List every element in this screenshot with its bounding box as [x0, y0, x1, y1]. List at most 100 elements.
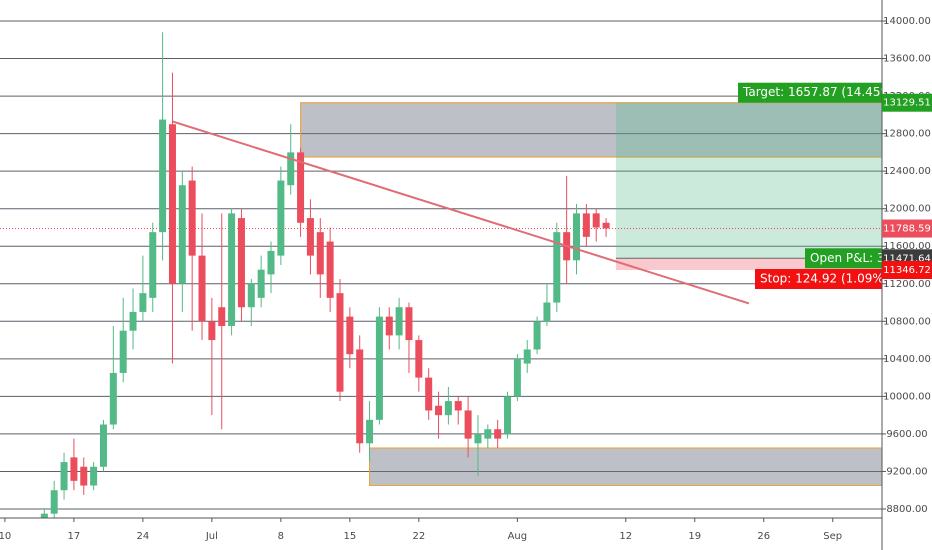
x-tick-label: 15 — [343, 531, 356, 542]
candle-body — [454, 401, 462, 411]
profit-zone — [615, 102, 882, 259]
y-tick-label: 14000.00 — [883, 16, 931, 27]
candle-body — [159, 119, 167, 233]
candle-body — [366, 419, 374, 444]
y-tick-label: 9200.00 — [886, 466, 927, 477]
y-tick-label: 12800.00 — [883, 129, 931, 140]
axes: 8800.009200.009600.0010000.0010400.00108… — [0, 16, 932, 542]
candle-body — [385, 316, 393, 336]
candle-body — [188, 180, 196, 256]
candle-body — [70, 457, 78, 481]
candle-body — [425, 377, 433, 411]
candle-body — [267, 250, 275, 275]
position-label-box — [805, 248, 882, 269]
candle-body — [533, 321, 541, 350]
x-tick-label: 24 — [137, 531, 150, 542]
candle-body — [139, 293, 147, 312]
candle-body — [50, 490, 58, 514]
candle-body — [80, 466, 88, 486]
y-tick-label: 11200.00 — [883, 279, 931, 290]
candle-body — [119, 330, 127, 373]
candle-body — [99, 424, 107, 467]
candle-body — [168, 124, 176, 284]
x-tick-label: 8 — [278, 531, 284, 542]
candle-body — [306, 218, 314, 256]
candle-body — [149, 232, 157, 298]
price-label: 11788.59 — [883, 224, 931, 235]
candle-body — [435, 405, 443, 416]
candle-body — [405, 307, 413, 341]
candle-body — [573, 213, 581, 261]
candle-body — [287, 152, 295, 186]
candle-body — [464, 410, 472, 439]
candle-body — [356, 349, 364, 444]
y-tick-label: 11600.00 — [883, 241, 931, 252]
y-tick-label: 10000.00 — [883, 391, 931, 402]
loss-zone — [615, 258, 882, 271]
candle-body — [494, 429, 502, 439]
y-tick-label: 10400.00 — [883, 354, 931, 365]
candle-body — [178, 185, 186, 284]
y-tick-label: 10800.00 — [883, 316, 931, 327]
y-tick-label: 12000.00 — [883, 204, 931, 215]
candle-body — [523, 349, 531, 364]
candle-body — [129, 311, 137, 331]
candle-body — [484, 429, 492, 439]
x-tick-label: 17 — [68, 531, 81, 542]
x-tick-label: 22 — [412, 531, 425, 542]
position-label: Open P&L: 316 — [810, 251, 900, 265]
candle-body — [582, 213, 590, 237]
candle-body — [316, 232, 324, 275]
candle-body — [257, 269, 265, 298]
candle-body — [444, 401, 452, 416]
candle-body — [513, 358, 521, 397]
candle-body — [228, 213, 236, 327]
y-tick-label: 13600.00 — [883, 54, 931, 65]
candle-body — [415, 340, 423, 378]
x-tick-label: Aug — [508, 531, 528, 542]
candle-body — [40, 513, 48, 518]
price-label-box — [882, 219, 932, 238]
price-label-box — [882, 93, 932, 112]
position-label-box — [755, 269, 882, 290]
candle-body — [346, 316, 354, 355]
x-tick-label: Jul — [205, 531, 218, 542]
candle-body — [109, 372, 117, 425]
plot-area: Target: 1657.87 (14.45%) 16 Open P&L: 316… — [0, 20, 916, 518]
price-label: 13129.51 — [883, 98, 931, 109]
candle-body — [336, 293, 344, 392]
x-tick-label: 10 — [0, 531, 11, 542]
candle-body — [218, 307, 226, 327]
candle-body — [375, 316, 383, 420]
zone — [300, 102, 882, 158]
x-tick-label: Sep — [823, 531, 842, 542]
candle-body — [602, 222, 610, 229]
candle-body — [395, 307, 403, 336]
candle-body — [198, 255, 206, 322]
position-label: Stop: 124.92 (1.09%) 12 — [760, 272, 908, 286]
candle-body — [297, 152, 305, 223]
candle-body — [247, 283, 255, 308]
y-tick-label: 9600.00 — [886, 429, 927, 440]
y-tick-label: 8800.00 — [886, 504, 927, 515]
position-label: Target: 1657.87 (14.45%) 16 — [742, 85, 916, 99]
y-tick-label: 12400.00 — [883, 166, 931, 177]
position-label-box — [738, 82, 882, 103]
zone — [369, 447, 882, 487]
candle-body — [543, 302, 551, 322]
price-label: 11346.72 — [883, 265, 931, 276]
candle-body — [504, 396, 512, 434]
candle-body — [592, 213, 600, 228]
x-tick-label: 26 — [757, 531, 770, 542]
candle-body — [208, 321, 216, 341]
trendline — [172, 120, 750, 305]
candle-body — [90, 466, 98, 486]
candle-body — [60, 462, 68, 491]
candle-body — [277, 180, 285, 256]
candle-body — [474, 433, 482, 444]
price-label: 11471.64 — [883, 253, 931, 264]
price-label-box — [882, 261, 932, 280]
candle-body — [553, 232, 561, 303]
x-tick-label: 19 — [688, 531, 701, 542]
